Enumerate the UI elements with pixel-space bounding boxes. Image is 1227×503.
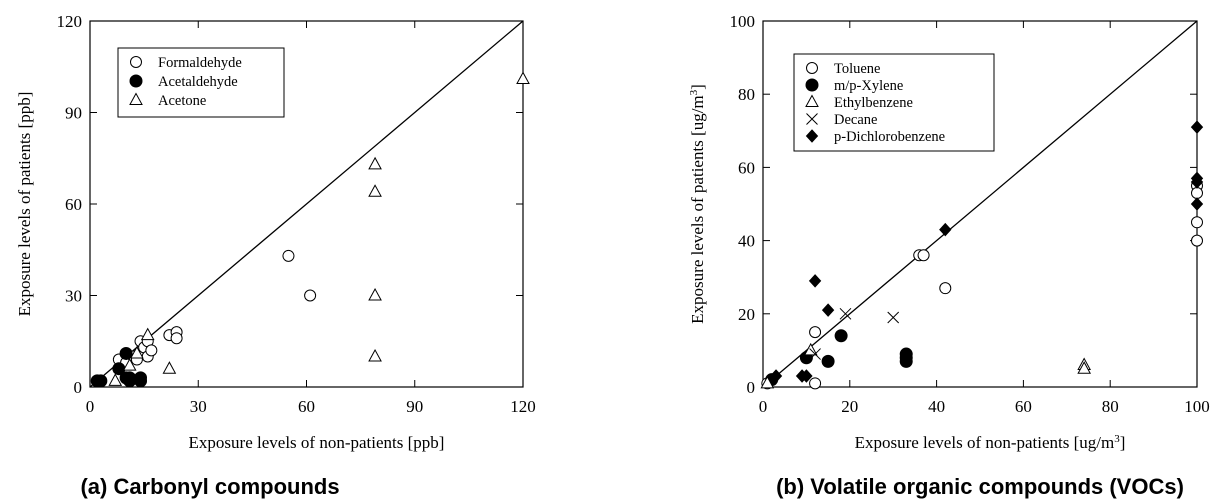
chart-b-series-decane bbox=[809, 307, 900, 360]
chart-b-y-tick-label: 20 bbox=[738, 305, 755, 324]
chart-b-x-axis-label: Exposure levels of non-patients [ug/m3] bbox=[855, 433, 1126, 452]
chart-b-data-point bbox=[1190, 197, 1204, 211]
chart-b-data-point bbox=[887, 311, 900, 324]
chart-b-legend-box bbox=[793, 53, 995, 152]
chart-b-data-point bbox=[809, 377, 822, 390]
chart-a-legend-marker bbox=[129, 92, 143, 105]
chart-b-data-point bbox=[939, 222, 952, 237]
chart-a-reference-line bbox=[89, 20, 524, 388]
chart-b-y-tick-label: 40 bbox=[738, 232, 755, 251]
chart-b-legend-label: p-Dichlorobenzene bbox=[834, 129, 945, 145]
chart-a-legend-label: Acetone bbox=[158, 93, 206, 109]
chart-a-y-tick-label: 0 bbox=[74, 378, 83, 397]
chart-b-y-axis-label: Exposure levels of patients [ug/m3] bbox=[688, 84, 707, 324]
chart-a-data-point bbox=[170, 332, 183, 345]
chart-b-data-point bbox=[1190, 175, 1204, 189]
chart-a: 0 30 60 90 120 0 30 60 90 120 Formaldehyde Acetalde… bbox=[15, 12, 536, 499]
chart-a-legend-marker bbox=[130, 56, 142, 68]
chart-b-data-point bbox=[834, 329, 848, 343]
chart-b-legend-marker bbox=[805, 94, 819, 107]
chart-b-y-tick-label: 80 bbox=[738, 85, 755, 104]
chart-a-series-formaldehyde bbox=[112, 249, 317, 369]
chart-a-data-point bbox=[162, 361, 177, 374]
chart-b-data-point bbox=[808, 274, 822, 288]
chart-b-data-point bbox=[821, 303, 835, 317]
chart-b-data-point bbox=[917, 249, 930, 262]
chart-b-data-point bbox=[839, 307, 852, 320]
chart-a-x-tick-label: 60 bbox=[298, 397, 315, 416]
chart-b-x-tick-label: 40 bbox=[928, 397, 945, 416]
chart-b-legend-label: Ethylbenzene bbox=[834, 95, 913, 111]
chart-a-y-tick-label: 90 bbox=[65, 104, 82, 123]
chart-a-data-point bbox=[130, 345, 144, 359]
chart-b-y-tick-label: 0 bbox=[747, 378, 756, 397]
chart-a-data-point bbox=[140, 327, 155, 341]
chart-a-data-point bbox=[145, 344, 158, 357]
chart-a-data-point bbox=[282, 249, 295, 262]
chart-b-legend-marker bbox=[805, 129, 819, 143]
chart-a-data-point bbox=[368, 184, 382, 197]
chart-b-data-point bbox=[1191, 234, 1203, 247]
chart-b-series-p-dichlorobenzene bbox=[769, 120, 1204, 383]
chart-b-x-tick-label: 80 bbox=[1102, 397, 1119, 416]
chart-b-legend-label: Toluene bbox=[834, 61, 881, 77]
chart-b-caption: (b) Volatile organic compounds (VOCs) bbox=[776, 474, 1184, 499]
chart-b-data-point bbox=[1190, 120, 1204, 134]
chart-b-x-tick-label: 60 bbox=[1015, 397, 1032, 416]
chart-a-y-tick-label: 30 bbox=[65, 287, 82, 306]
chart-b-data-point bbox=[899, 354, 913, 368]
chart-a-data-point bbox=[368, 156, 382, 170]
chart-b-y-tick-label: 60 bbox=[738, 158, 755, 177]
chart-b-data-point bbox=[821, 354, 835, 368]
chart-b-data-point bbox=[760, 375, 775, 389]
chart-b-data-point bbox=[809, 348, 821, 360]
chart-b-legend-label: Decane bbox=[834, 112, 877, 128]
chart-b-data-point bbox=[939, 282, 952, 295]
chart-b-legend-marker bbox=[806, 62, 818, 74]
chart-b-x-tick-label: 100 bbox=[1184, 397, 1210, 416]
chart-b-data-point bbox=[1191, 216, 1203, 229]
chart-a-data-point bbox=[134, 371, 148, 385]
chart-b-data-point bbox=[1077, 361, 1092, 374]
chart-a-x-tick-label: 30 bbox=[190, 397, 207, 416]
chart-a-data-point bbox=[368, 287, 382, 301]
chart-a-data-point bbox=[122, 358, 137, 371]
chart-a-x-tick-label: 90 bbox=[406, 397, 423, 416]
chart-a-data-point bbox=[108, 373, 123, 386]
chart-a-legend-label: Acetaldehyde bbox=[158, 74, 238, 90]
chart-a-x-tick-label: 0 bbox=[86, 397, 95, 416]
chart-b-data-point bbox=[1191, 187, 1203, 200]
chart-b-series-m-p-xylene bbox=[765, 329, 913, 387]
chart-a-data-point bbox=[94, 374, 108, 388]
chart-b-x-tick-label: 0 bbox=[759, 397, 768, 416]
chart-a-data-point bbox=[123, 371, 137, 385]
chart-b-data-point bbox=[769, 369, 783, 383]
chart-b-x-tick-label: 20 bbox=[841, 397, 858, 416]
chart-a-legend-label: Formaldehyde bbox=[158, 55, 242, 71]
chart-b-data-point bbox=[809, 326, 822, 339]
chart-a-y-axis-label: Exposure levels of patients [ppb] bbox=[15, 92, 34, 317]
chart-a-data-point bbox=[304, 289, 317, 302]
chart-a-series-acetone bbox=[108, 71, 530, 386]
chart-b-y-tick-label: 100 bbox=[730, 12, 756, 31]
chart-a-y-tick-label: 120 bbox=[57, 12, 83, 31]
chart-a-legend-box bbox=[117, 47, 285, 118]
chart-a-x-tick-label: 120 bbox=[510, 397, 536, 416]
chart-a-caption: (a) Carbonyl compounds bbox=[80, 474, 339, 499]
chart-a-legend-marker bbox=[129, 74, 143, 88]
chart-a-x-axis-label: Exposure levels of non-patients [ppb] bbox=[189, 433, 445, 452]
chart-b-legend-marker bbox=[806, 113, 818, 125]
chart-a-data-point bbox=[368, 348, 382, 362]
chart-b-data-point bbox=[800, 369, 813, 383]
chart-b-legend-marker bbox=[805, 78, 819, 92]
chart-a-data-point bbox=[119, 346, 133, 360]
chart-b-legend-label: m/p-Xylene bbox=[834, 78, 903, 94]
chart-b-reference-line bbox=[762, 20, 1198, 388]
chart-a-data-point bbox=[516, 71, 530, 84]
chart-a-y-tick-label: 60 bbox=[65, 195, 82, 214]
chart-a-series-acetaldehyde bbox=[90, 346, 148, 388]
chart-b: 0 20 40 60 80 100 0 20 40 60 80 100 Toluenem/p-Xylen… bbox=[730, 12, 1210, 499]
